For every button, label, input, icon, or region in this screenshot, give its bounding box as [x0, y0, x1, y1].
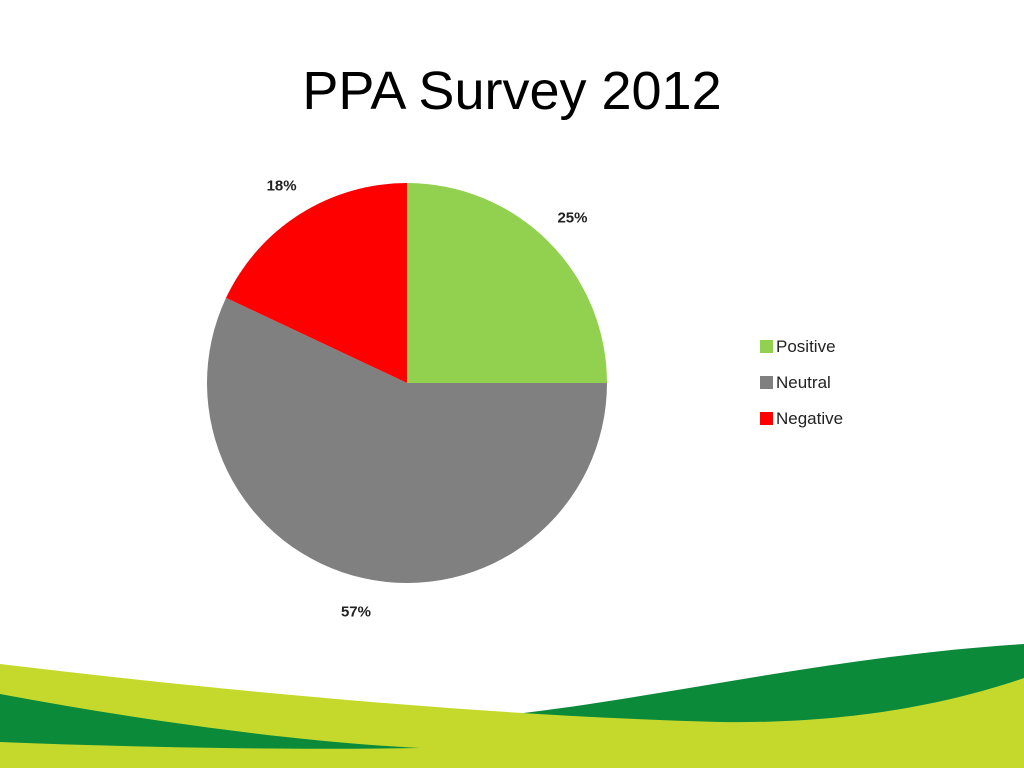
- legend-swatch-negative: [760, 412, 773, 425]
- slide-title: PPA Survey 2012: [302, 61, 722, 121]
- pie-slice-positive: [407, 183, 607, 383]
- legend-label-positive: Positive: [776, 337, 836, 356]
- pie-data-labels: 25% 57% 18%: [267, 177, 588, 620]
- footer-swoosh: [0, 644, 1024, 768]
- footer-swoosh-green-edge: [0, 694, 420, 749]
- data-label-positive: 25%: [557, 210, 587, 227]
- chart-legend: Positive Neutral Negative: [760, 337, 843, 428]
- legend-label-neutral: Neutral: [776, 373, 831, 392]
- pie-chart: 25% 57% 18% Positive Neutral Negative: [206, 177, 843, 620]
- data-label-neutral: 57%: [341, 603, 371, 620]
- data-label-negative: 18%: [267, 177, 297, 194]
- pie-slice-neutral: [206, 297, 607, 584]
- legend-label-negative: Negative: [776, 409, 843, 428]
- legend-swatch-positive: [760, 340, 773, 353]
- legend-swatch-neutral: [760, 376, 773, 389]
- pie-slices: [206, 183, 607, 584]
- pie-slice-negative: [226, 183, 407, 383]
